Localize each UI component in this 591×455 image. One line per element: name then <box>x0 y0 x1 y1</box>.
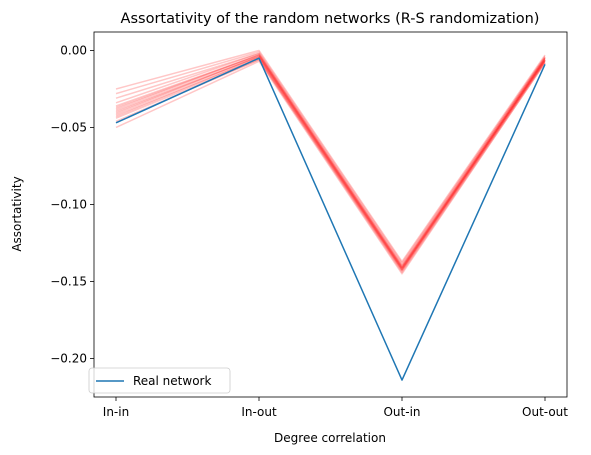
series-line-random-network <box>115 54 546 269</box>
x-tick-label: Out-out <box>522 405 568 419</box>
series-line-random-network <box>115 58 546 272</box>
series-line-real-network <box>115 57 546 381</box>
series-line-random-network <box>115 55 546 270</box>
x-tick-label: Out-in <box>383 405 420 419</box>
y-tick-label: −0.10 <box>50 197 87 211</box>
series-line-random-network <box>115 55 546 269</box>
y-axis-label: Assortativity <box>10 176 24 251</box>
x-axis-label: Degree correlation <box>274 431 386 445</box>
x-tick-label: In-in <box>103 405 129 419</box>
series-line-random-network <box>115 57 546 270</box>
series-layer <box>115 49 546 381</box>
x-tick-label: In-out <box>241 405 277 419</box>
series-line-random-network <box>115 60 546 275</box>
series-line-random-network <box>115 52 546 267</box>
series-line-random-network <box>115 49 546 263</box>
y-tick-label: 0.00 <box>60 43 87 57</box>
x-axis: In-in In-out Out-in Out-out <box>103 397 568 419</box>
legend: Real network <box>88 367 231 394</box>
plot-area <box>94 32 567 397</box>
series-line-random-network <box>115 54 546 269</box>
y-axis: 0.00 −0.05 −0.10 −0.15 −0.20 <box>50 43 94 365</box>
plot-frame <box>93 31 568 398</box>
series-line-random-network <box>115 52 546 266</box>
series-line-random-network <box>115 55 546 270</box>
y-tick-label: −0.20 <box>50 351 87 365</box>
series-line-random-network <box>115 57 546 272</box>
legend-box <box>88 367 231 394</box>
chart-title: Assortativity of the random networks (R-… <box>121 11 540 27</box>
y-tick-label: −0.05 <box>50 120 87 134</box>
series-line-random-network <box>115 54 546 267</box>
y-tick-label: −0.15 <box>50 274 87 288</box>
legend-label-real-network: Real network <box>133 374 211 388</box>
series-line-random-network <box>115 51 546 264</box>
